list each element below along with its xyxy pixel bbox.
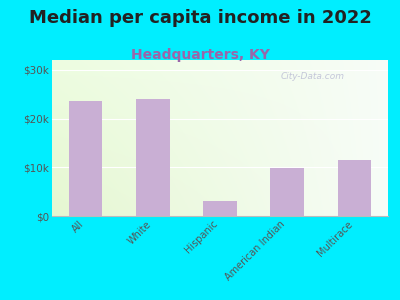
Text: Median per capita income in 2022: Median per capita income in 2022	[28, 9, 372, 27]
Bar	[203, 201, 237, 216]
Bar	[136, 99, 170, 216]
Bar	[270, 168, 304, 216]
Bar	[69, 101, 102, 216]
Text: City-Data.com: City-Data.com	[280, 73, 344, 82]
Bar	[338, 160, 371, 216]
Text: Headquarters, KY: Headquarters, KY	[130, 48, 270, 62]
